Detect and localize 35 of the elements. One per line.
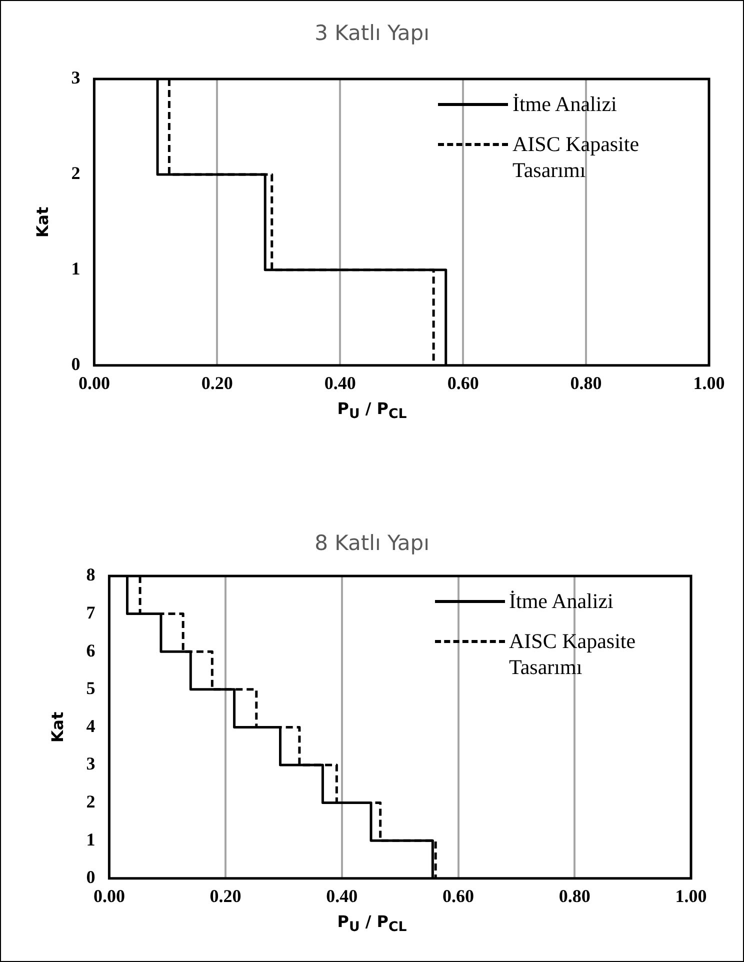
x-axis-title: P$_{U}$ / P$_{CL}$	[336, 912, 408, 936]
y-tick-label: 5	[86, 678, 96, 698]
legend-label: AISC Kapasite Tasarımı	[512, 131, 640, 183]
y-tick-label: 8	[86, 564, 96, 585]
chart-title: 3 Katlı Yapı	[314, 21, 430, 45]
x-tick-label: 0.20	[201, 372, 233, 393]
x-tick-label: 0.40	[326, 886, 358, 906]
x-tick-label: 0.20	[210, 886, 242, 906]
y-tick-label: 3	[86, 754, 96, 774]
x-tick-label: 0.00	[93, 886, 125, 906]
y-axis-title: Kat	[48, 711, 67, 743]
y-tick-label: 4	[86, 716, 96, 736]
x-tick-label: 0.60	[447, 372, 479, 393]
y-tick-label: 6	[86, 640, 96, 660]
legend-label: AISC Kapasite Tasarımı	[509, 628, 637, 680]
legend-label: İtme Analizi	[512, 91, 618, 117]
y-tick-label: 7	[86, 602, 96, 622]
y-tick-label: 3	[71, 68, 80, 88]
x-tick-label: 1.00	[693, 372, 725, 393]
chart-title: 8 Katlı Yapı	[314, 531, 430, 555]
y-tick-label: 2	[71, 163, 80, 184]
x-axis-title: P$_{U}$ / P$_{CL}$	[336, 399, 408, 423]
x-tick-label: 0.80	[558, 886, 590, 906]
y-tick-label: 1	[86, 829, 96, 850]
x-tick-label: 0.80	[570, 372, 602, 393]
x-tick-label: 0.60	[442, 886, 474, 906]
y-tick-label: 0	[86, 867, 96, 888]
y-axis-title: Kat	[32, 206, 52, 238]
y-tick-label: 0	[71, 354, 80, 374]
legend-label: İtme Analizi	[509, 588, 614, 614]
x-tick-label: 0.40	[324, 372, 356, 393]
y-tick-label: 1	[71, 258, 80, 279]
x-tick-label: 0.00	[78, 372, 110, 393]
y-tick-label: 2	[86, 791, 96, 812]
x-tick-label: 1.00	[675, 886, 707, 906]
